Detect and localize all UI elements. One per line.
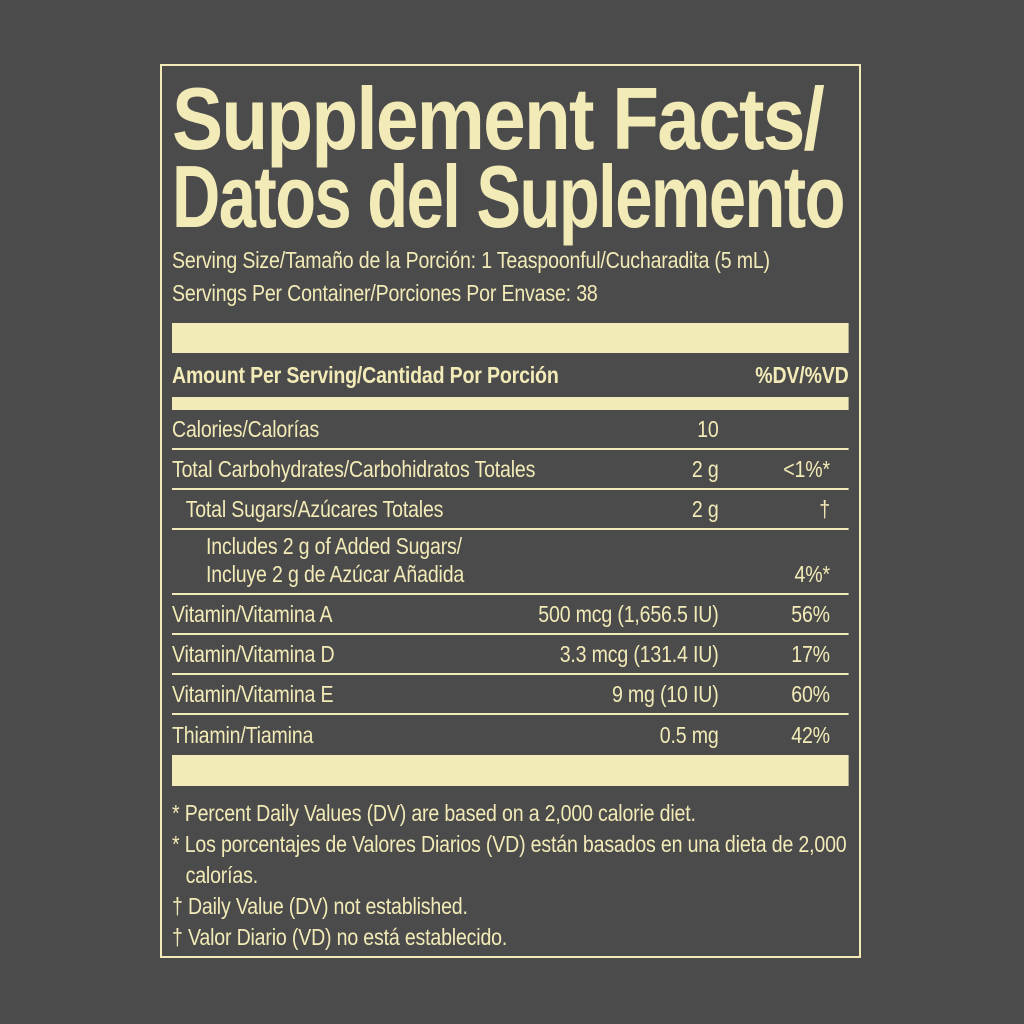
nutrient-percent-dv: 60% [791, 680, 830, 707]
nutrient-name: Vitamin/Vitamina D [172, 640, 335, 667]
panel-body: Serving Size/Tamaño de la Porción: 1 Tea… [172, 244, 849, 953]
nutrient-percent-dv: 56% [791, 600, 830, 627]
nutrient-amount: 3.3 mcg (131.4 IU) [559, 640, 719, 667]
table-row-vitamin-d: Vitamin/Vitamina D 3.3 mcg (131.4 IU) 17… [172, 635, 849, 675]
footnote-dagger-english: † Daily Value (DV) not established. [172, 893, 468, 919]
divider-bar-header [172, 397, 849, 410]
nutrient-amount: 2 g [691, 455, 719, 482]
nutrient-name: Total Carbohydrates/Carbohidratos Totale… [172, 455, 536, 482]
nutrient-percent-dv: † [819, 495, 830, 522]
nutrient-name: Calories/Calorías [172, 415, 320, 442]
title-line-2-wrap: Datos del Suplemento [172, 147, 849, 246]
footnotes: * Percent Daily Values (DV) are based on… [172, 798, 849, 953]
table-row-thiamin: Thiamin/Tiamina 0.5 mg 42% [172, 715, 849, 755]
table-row-vitamin-e: Vitamin/Vitamina E 9 mg (10 IU) 60% [172, 675, 849, 715]
nutrient-name: Total Sugars/Azúcares Totales [185, 495, 444, 522]
nutrient-amount: 0.5 mg [659, 721, 719, 748]
servings-per-container-line: Servings Per Container/Porciones Por Env… [172, 280, 598, 306]
table-row-calories: Calories/Calorías 10 [172, 410, 849, 450]
nutrient-percent-dv: 42% [791, 721, 830, 748]
title-line-1: Supplement Facts/ [172, 69, 825, 168]
nutrient-name: Vitamin/Vitamina A [172, 600, 333, 627]
serving-size-line: Serving Size/Tamaño de la Porción: 1 Tea… [172, 247, 770, 273]
nutrient-amount: 10 [697, 415, 719, 442]
nutrient-percent-dv: 17% [791, 640, 830, 667]
nutrient-amount: 500 mcg (1,656.5 IU) [538, 600, 719, 627]
footnote-dv-spanish: * Los porcentajes de Valores Diarios (VD… [172, 831, 847, 888]
amount-per-serving-header: Amount Per Serving/Cantidad Por Porción [172, 361, 559, 388]
title-line-1-wrap: Supplement Facts/ [172, 69, 849, 168]
nutrient-name-line-1: Includes 2 g of Added Sugars/ [206, 533, 462, 559]
table-row-added-sugars: Includes 2 g of Added Sugars/ Incluye 2 … [172, 530, 849, 595]
nutrient-percent-dv: <1%* [783, 455, 830, 482]
footnote-dv-english: * Percent Daily Values (DV) are based on… [172, 800, 696, 826]
table-row-vitamin-a: Vitamin/Vitamina A 500 mcg (1,656.5 IU) … [172, 595, 849, 635]
supplement-facts-panel: Supplement Facts/ Datos del Suplemento S… [160, 64, 861, 958]
table-row-total-carbohydrates: Total Carbohydrates/Carbohidratos Totale… [172, 450, 849, 490]
title-line-2: Datos del Suplemento [172, 147, 845, 246]
table-header-row: Amount Per Serving/Cantidad Por Porción … [172, 353, 849, 397]
panel-title: Supplement Facts/ Datos del Suplemento [172, 69, 849, 246]
nutrient-percent-dv: 4%* [794, 561, 831, 587]
nutrient-amount: 2 g [691, 495, 719, 522]
nutrient-name: Vitamin/Vitamina E [172, 680, 334, 707]
nutrient-amount: 9 mg (10 IU) [611, 680, 719, 707]
percent-dv-header: %DV/%VD [755, 361, 849, 388]
divider-bar-top [172, 323, 849, 353]
footnote-dagger-spanish: † Valor Diario (VD) no está establecido. [172, 924, 508, 950]
nutrient-name: Includes 2 g of Added Sugars/ Incluye 2 … [172, 532, 464, 588]
table-row-total-sugars: Total Sugars/Azúcares Totales 2 g † [172, 490, 849, 530]
nutrient-name: Thiamin/Tiamina [172, 721, 314, 748]
nutrient-name-line-2: Incluye 2 g de Azúcar Añadida [206, 561, 465, 587]
divider-bar-bottom [172, 755, 849, 786]
